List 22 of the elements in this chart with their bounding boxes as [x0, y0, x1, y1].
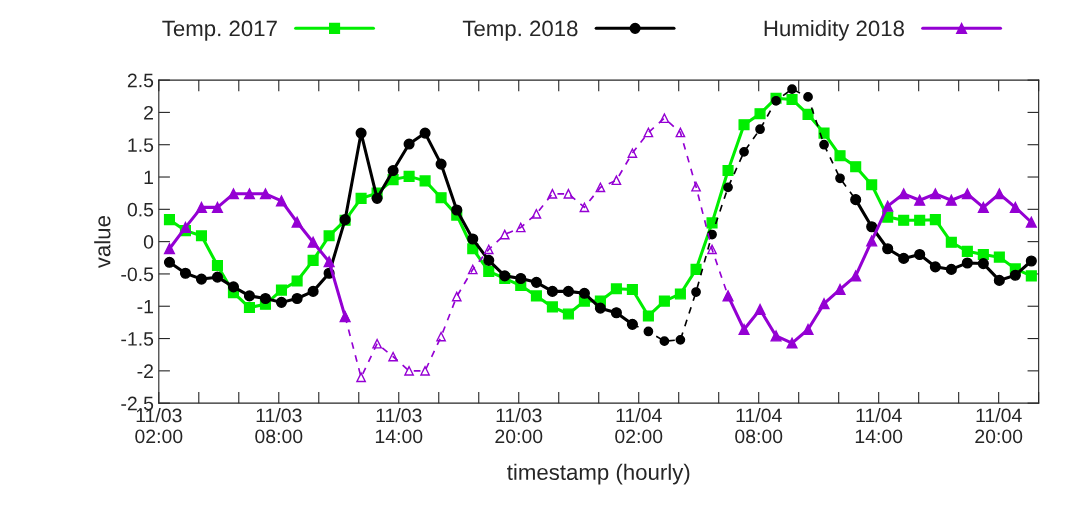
- y-tick-label: 2: [144, 105, 153, 120]
- x-tick-label: 11/03 08:00: [255, 408, 303, 444]
- x-tick-label: 11/03 14:00: [375, 408, 423, 444]
- y-tick-label: -1: [137, 299, 153, 314]
- x-tick-label: 11/04 02:00: [615, 408, 663, 444]
- x-tick-label: 11/04 20:00: [975, 408, 1023, 444]
- legend-label: Humidity 2018: [764, 20, 904, 41]
- x-tick-label: 11/04 08:00: [735, 408, 783, 444]
- y-tick-label: 1.5: [128, 138, 154, 152]
- y-tick-label: -2: [137, 364, 153, 378]
- y-axis-title: value: [94, 216, 111, 269]
- x-tick-label: 11/04 14:00: [855, 408, 903, 444]
- y-tick-label: 2.5: [127, 73, 154, 88]
- y-tick-label: 0: [143, 235, 154, 249]
- x-axis-title: timestamp (hourly): [507, 463, 690, 485]
- legend-label: Temp. 2017: [162, 20, 277, 41]
- y-tick-label: 0.5: [127, 202, 154, 217]
- y-tick-label: -0.5: [121, 267, 154, 282]
- y-tick-label: -1.5: [121, 332, 154, 346]
- y-tick-label: 1: [144, 170, 153, 185]
- x-tick-label: 11/03 20:00: [495, 408, 543, 444]
- legend-label: Temp. 2018: [462, 20, 578, 41]
